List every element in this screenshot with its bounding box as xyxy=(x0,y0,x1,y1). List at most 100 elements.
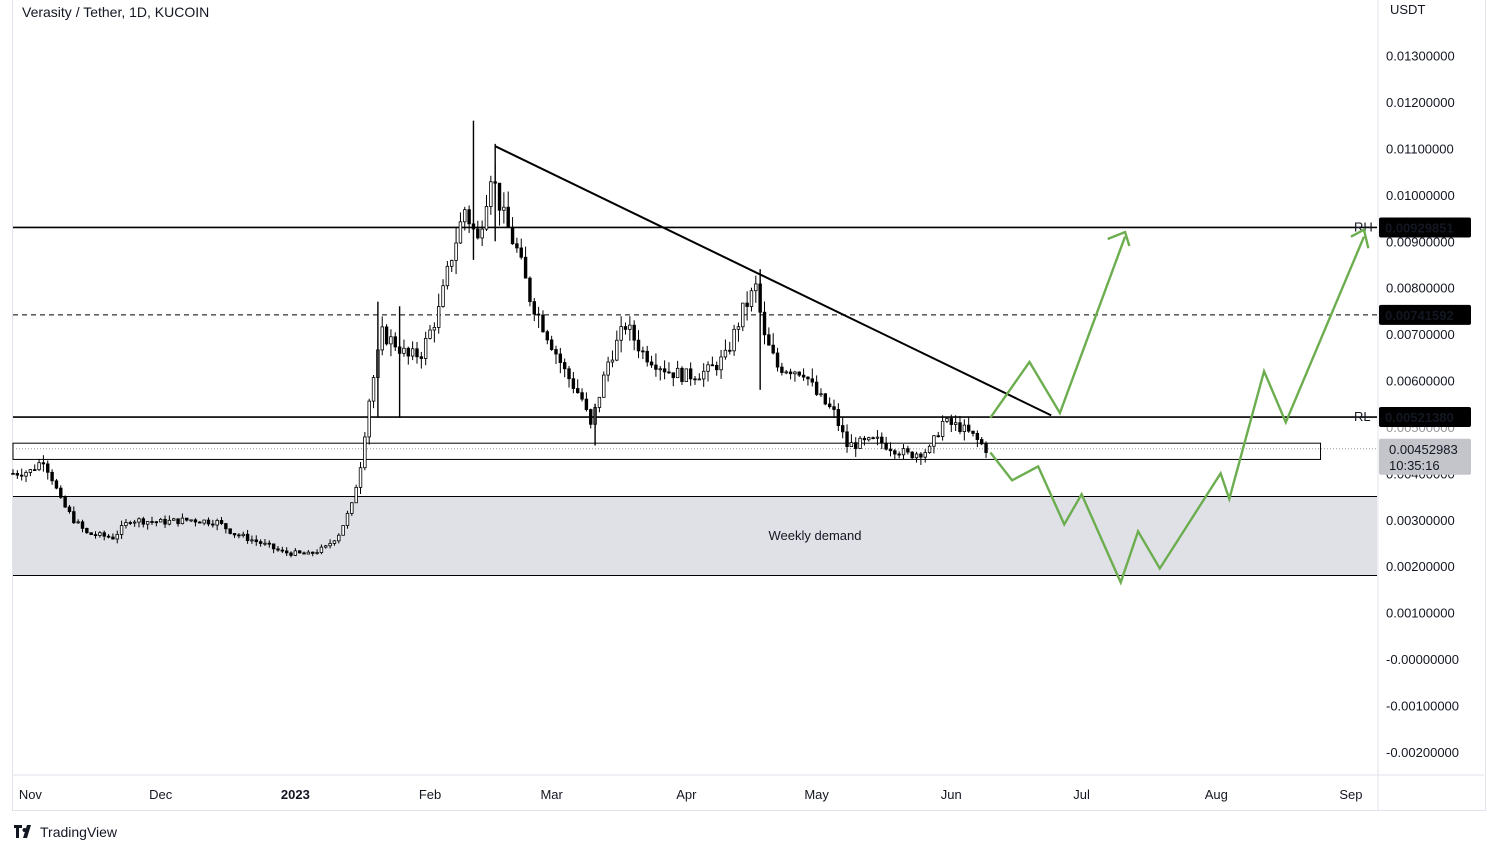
candle-body xyxy=(406,347,411,357)
candle-body xyxy=(311,551,315,554)
candle-body xyxy=(953,422,958,425)
price-axis-tick: 0.01200000 xyxy=(1386,95,1455,110)
candle-body xyxy=(623,326,628,330)
candle-body xyxy=(463,209,467,223)
price-axis-tick: -0.00100000 xyxy=(1386,698,1459,713)
candle-body xyxy=(306,551,311,555)
chart-frame[interactable] xyxy=(12,0,1486,811)
time-axis-label: May xyxy=(804,787,829,802)
candle-body xyxy=(445,265,450,287)
candle-body xyxy=(541,314,545,333)
candle-body xyxy=(324,545,328,548)
candle-body xyxy=(428,329,432,339)
candle-body xyxy=(589,409,593,425)
candle-body xyxy=(384,326,389,345)
candle-body xyxy=(228,528,232,534)
candle-body xyxy=(241,533,245,537)
candle-body xyxy=(237,534,241,537)
candle-body xyxy=(119,525,124,535)
tradingview-brand: TradingView xyxy=(40,824,118,840)
candle-body xyxy=(927,445,932,453)
candle-body xyxy=(649,361,654,366)
candle-body xyxy=(106,535,111,538)
candle-body xyxy=(33,469,37,471)
candle-body xyxy=(984,443,988,453)
candle-body xyxy=(211,523,215,526)
candle-body xyxy=(219,520,224,524)
candle-body xyxy=(341,525,345,536)
tradingview-logo[interactable]: TradingView xyxy=(14,824,117,840)
current-price-label: 0.00452983 xyxy=(1389,442,1458,457)
price-axis-tick: 0.00800000 xyxy=(1386,281,1455,296)
level-price-label-rl: 0.00521380 xyxy=(1385,410,1454,425)
price-axis-tick: 0.01000000 xyxy=(1386,188,1455,203)
time-axis-label: Apr xyxy=(676,787,697,802)
descending-trendline[interactable] xyxy=(494,145,1052,417)
candle-body xyxy=(706,364,710,372)
candle-body xyxy=(89,532,93,536)
candle-body xyxy=(441,285,445,307)
candle-body xyxy=(745,302,749,307)
candle-body xyxy=(567,368,571,380)
candle-body xyxy=(949,418,953,425)
symbol-title: Verasity / Tether, 1D, KUCOIN xyxy=(22,4,210,20)
time-axis-label: Feb xyxy=(419,787,441,802)
projection-arrowhead-bearish[interactable] xyxy=(1350,227,1370,249)
candle-body xyxy=(93,534,98,537)
candle-body xyxy=(823,393,828,405)
projection-arrowhead-bullish[interactable] xyxy=(1107,230,1131,247)
candle-body xyxy=(884,442,888,450)
candle-body xyxy=(845,431,849,448)
candle-body xyxy=(810,378,814,383)
candle-body xyxy=(189,519,193,522)
candle-body xyxy=(289,552,293,556)
candle-body xyxy=(906,448,910,453)
price-axis-tick: -0.00200000 xyxy=(1386,745,1459,760)
candle-body xyxy=(410,348,415,357)
candle-body xyxy=(276,548,280,551)
candle-body xyxy=(979,439,984,445)
candle-body xyxy=(901,448,906,456)
candle-body xyxy=(671,372,675,379)
price-axis-tick: 0.00900000 xyxy=(1386,234,1455,249)
candle-body xyxy=(172,518,176,521)
candle-body xyxy=(675,367,680,379)
candle-body xyxy=(37,462,41,471)
candle-body xyxy=(610,359,615,363)
candle-body xyxy=(519,247,523,258)
level-price-label-mid: 0.00741592 xyxy=(1385,308,1454,323)
weekly-demand-label: Weekly demand xyxy=(769,528,862,543)
candle-body xyxy=(484,206,489,230)
projection-path-bullish[interactable] xyxy=(989,236,1127,419)
candle-body xyxy=(945,418,949,422)
candle-body xyxy=(132,521,137,524)
candle-body xyxy=(245,533,250,542)
candle-body xyxy=(545,331,550,341)
weekly-demand-zone[interactable] xyxy=(13,496,1377,576)
candle-body xyxy=(450,260,454,267)
price-axis-tick: 0.00300000 xyxy=(1386,513,1455,528)
candle-body xyxy=(684,368,689,382)
candle-countdown: 10:35:16 xyxy=(1389,458,1440,473)
candle-body xyxy=(254,539,258,543)
support-zone-box[interactable] xyxy=(12,442,1322,460)
candle-body xyxy=(549,339,554,350)
candle-body xyxy=(419,356,424,359)
candle-body xyxy=(11,472,15,475)
candle-body xyxy=(250,539,254,542)
candle-body xyxy=(780,366,784,373)
candle-body xyxy=(328,543,332,547)
time-axis-label: 2023 xyxy=(281,787,310,802)
candle-body xyxy=(363,436,367,469)
candle-body xyxy=(728,349,732,352)
candle-body xyxy=(515,243,519,249)
candle-body xyxy=(19,474,24,477)
candle-body xyxy=(910,451,914,459)
candle-body xyxy=(606,361,610,376)
candle-body xyxy=(510,227,515,245)
candle-body xyxy=(415,348,419,358)
candle-body xyxy=(658,368,662,371)
projection-path-bearish[interactable] xyxy=(989,236,1366,586)
candle-body xyxy=(662,368,667,373)
